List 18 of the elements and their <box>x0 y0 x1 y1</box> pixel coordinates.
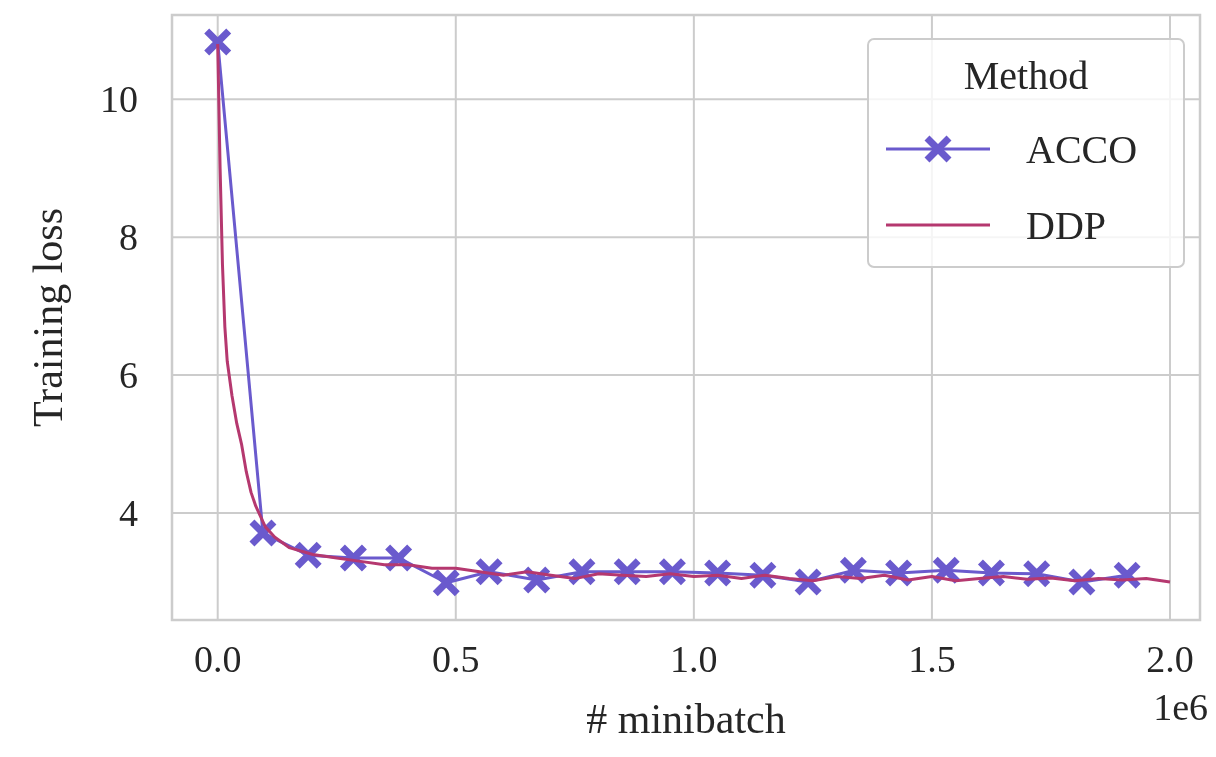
y-tick-label: 4 <box>119 492 138 535</box>
x-tick-label: 0.0 <box>193 638 242 680</box>
point <box>248 518 278 548</box>
legend-label: DDP <box>1026 203 1107 248</box>
y-tick-label: 6 <box>119 354 138 397</box>
y-axis-title: Training loss <box>25 207 71 428</box>
text: 1e6 <box>1153 686 1208 728</box>
x-tick-label: 1.5 <box>908 638 956 680</box>
legend-label: ACCO <box>1026 127 1138 172</box>
x-tick-label: 0.5 <box>432 638 480 680</box>
point <box>431 568 461 598</box>
x-tick-label: 2.0 <box>1146 638 1194 680</box>
y-tick-label: 10 <box>100 78 138 121</box>
x-tick-label: 1.0 <box>670 638 718 680</box>
x-axis-title: # minibatch <box>586 696 786 742</box>
point <box>474 557 504 587</box>
y-tick-label: 8 <box>119 216 138 259</box>
legend-title: Method <box>963 53 1089 98</box>
